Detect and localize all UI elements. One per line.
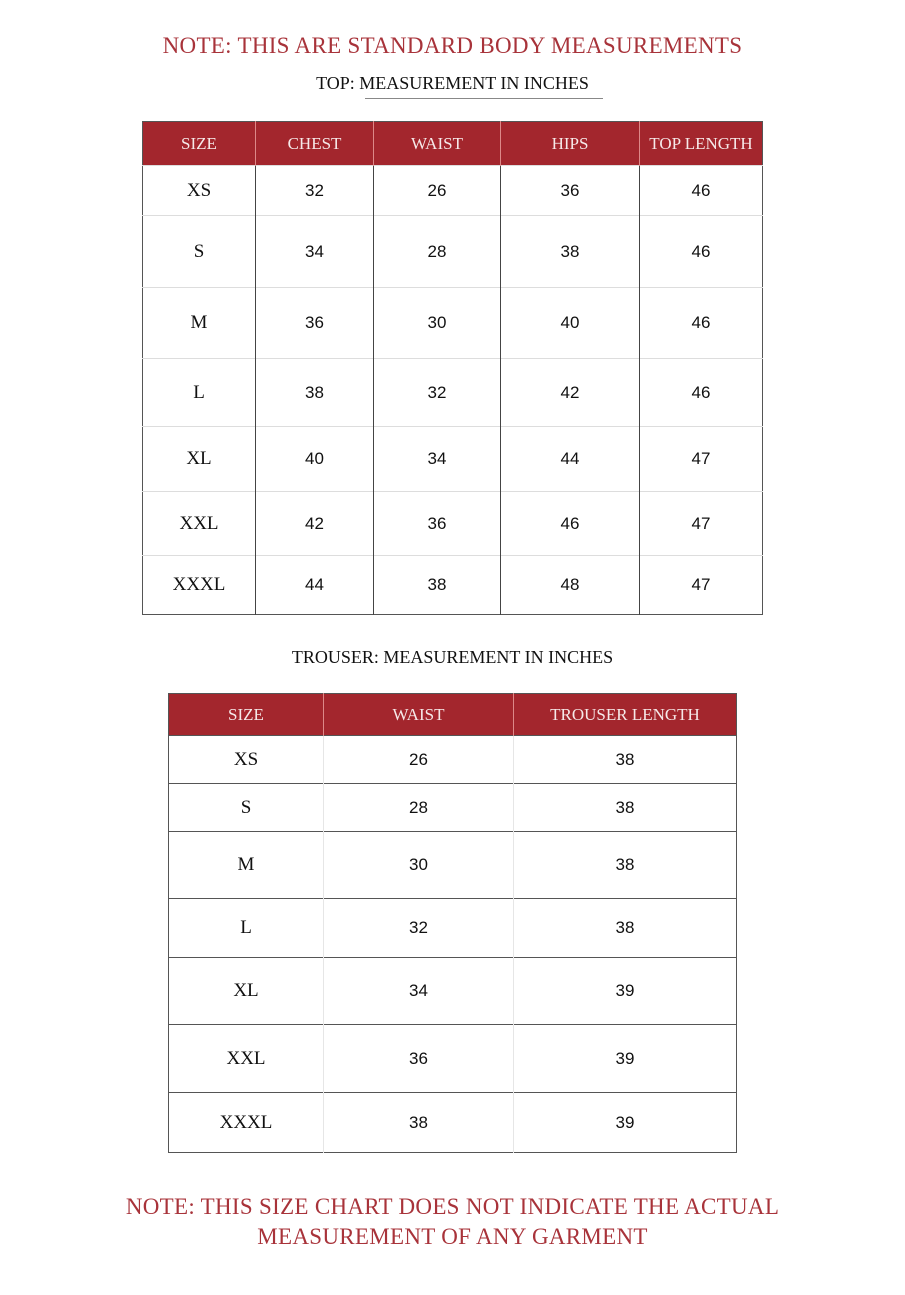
column-header: SIZE xyxy=(142,121,256,166)
size-cell: M xyxy=(142,287,256,359)
size-cell: L xyxy=(142,358,256,427)
measurement-cell: 34 xyxy=(323,957,514,1025)
measurement-cell: 46 xyxy=(639,215,763,288)
measurement-cell: 47 xyxy=(639,426,763,492)
note-standard-measurements: NOTE: THIS ARE STANDARD BODY MEASUREMENT… xyxy=(162,33,743,58)
measurement-cell: 30 xyxy=(373,287,501,359)
size-cell: S xyxy=(142,215,256,288)
table-row: L 32 38 xyxy=(168,898,737,958)
size-cell: M xyxy=(168,831,324,899)
column-header: WAIST xyxy=(373,121,501,166)
measurement-cell: 38 xyxy=(513,831,737,899)
measurement-cell: 38 xyxy=(255,358,374,427)
measurement-cell: 38 xyxy=(513,783,737,832)
top-measurement-table: SIZE CHEST WAIST HIPS TOP LENGTH XS 32 26 36 46 S… xyxy=(142,121,763,615)
measurement-cell: 38 xyxy=(513,898,737,958)
measurement-cell: 34 xyxy=(373,426,501,492)
size-cell: S xyxy=(168,783,324,832)
measurement-cell: 32 xyxy=(323,898,514,958)
measurement-cell: 36 xyxy=(373,491,501,556)
size-cell: XXL xyxy=(142,491,256,556)
table-header-row: SIZE WAIST TROUSER LENGTH xyxy=(168,693,737,736)
trouser-table-title: TROUSER: MEASUREMENT IN INCHES xyxy=(291,647,614,667)
measurement-cell: 46 xyxy=(639,287,763,359)
table-row: M 36 30 40 46 xyxy=(142,287,763,359)
column-header: CHEST xyxy=(255,121,374,166)
size-cell: XL xyxy=(142,426,256,492)
column-header: SIZE xyxy=(168,693,324,736)
title-underline xyxy=(365,98,603,99)
measurement-cell: 46 xyxy=(500,491,640,556)
measurement-cell: 39 xyxy=(513,1092,737,1153)
measurement-cell: 40 xyxy=(500,287,640,359)
measurement-cell: 44 xyxy=(255,555,374,615)
table-row: XXL 36 39 xyxy=(168,1024,737,1093)
table-header-row: SIZE CHEST WAIST HIPS TOP LENGTH xyxy=(142,121,763,166)
measurement-cell: 42 xyxy=(500,358,640,427)
note-disclaimer-line1: NOTE: THIS SIZE CHART DOES NOT INDICATE … xyxy=(125,1194,780,1219)
measurement-cell: 26 xyxy=(373,165,501,216)
table-row: XS 26 38 xyxy=(168,735,737,784)
table-row: M 30 38 xyxy=(168,831,737,899)
table-row: XXL 42 36 46 47 xyxy=(142,491,763,556)
measurement-cell: 34 xyxy=(255,215,374,288)
measurement-cell: 46 xyxy=(639,165,763,216)
measurement-cell: 38 xyxy=(373,555,501,615)
note-disclaimer-line2: MEASUREMENT OF ANY GARMENT xyxy=(257,1224,648,1249)
table-row: S 28 38 xyxy=(168,783,737,832)
table-row: XXXL 38 39 xyxy=(168,1092,737,1153)
measurement-cell: 28 xyxy=(323,783,514,832)
measurement-cell: 40 xyxy=(255,426,374,492)
table-row: XS 32 26 36 46 xyxy=(142,165,763,216)
table-row: XXXL 44 38 48 47 xyxy=(142,555,763,615)
size-cell: XS xyxy=(168,735,324,784)
measurement-cell: 48 xyxy=(500,555,640,615)
column-header: TOP LENGTH xyxy=(639,121,763,166)
measurement-cell: 32 xyxy=(373,358,501,427)
measurement-cell: 32 xyxy=(255,165,374,216)
table-row: L 38 32 42 46 xyxy=(142,358,763,427)
size-cell: XXL xyxy=(168,1024,324,1093)
measurement-cell: 38 xyxy=(323,1092,514,1153)
measurement-cell: 38 xyxy=(513,735,737,784)
measurement-cell: 46 xyxy=(639,358,763,427)
measurement-cell: 47 xyxy=(639,555,763,615)
measurement-cell: 42 xyxy=(255,491,374,556)
measurement-cell: 36 xyxy=(323,1024,514,1093)
measurement-cell: 28 xyxy=(373,215,501,288)
size-cell: XXXL xyxy=(168,1092,324,1153)
measurement-cell: 26 xyxy=(323,735,514,784)
measurement-cell: 47 xyxy=(639,491,763,556)
measurement-cell: 36 xyxy=(500,165,640,216)
size-cell: L xyxy=(168,898,324,958)
column-header: WAIST xyxy=(323,693,514,736)
table-row: XL 40 34 44 47 xyxy=(142,426,763,492)
column-header: TROUSER LENGTH xyxy=(513,693,737,736)
table-row: S 34 28 38 46 xyxy=(142,215,763,288)
size-cell: XL xyxy=(168,957,324,1025)
column-header: HIPS xyxy=(500,121,640,166)
measurement-cell: 39 xyxy=(513,1024,737,1093)
table-row: XL 34 39 xyxy=(168,957,737,1025)
size-cell: XS xyxy=(142,165,256,216)
top-table-title: TOP: MEASUREMENT IN INCHES xyxy=(316,73,589,93)
size-cell: XXXL xyxy=(142,555,256,615)
measurement-cell: 38 xyxy=(500,215,640,288)
measurement-cell: 36 xyxy=(255,287,374,359)
measurement-cell: 44 xyxy=(500,426,640,492)
measurement-cell: 30 xyxy=(323,831,514,899)
trouser-measurement-table: SIZE WAIST TROUSER LENGTH XS 26 38 S 28 38 M 30 38… xyxy=(168,693,737,1153)
measurement-cell: 39 xyxy=(513,957,737,1025)
